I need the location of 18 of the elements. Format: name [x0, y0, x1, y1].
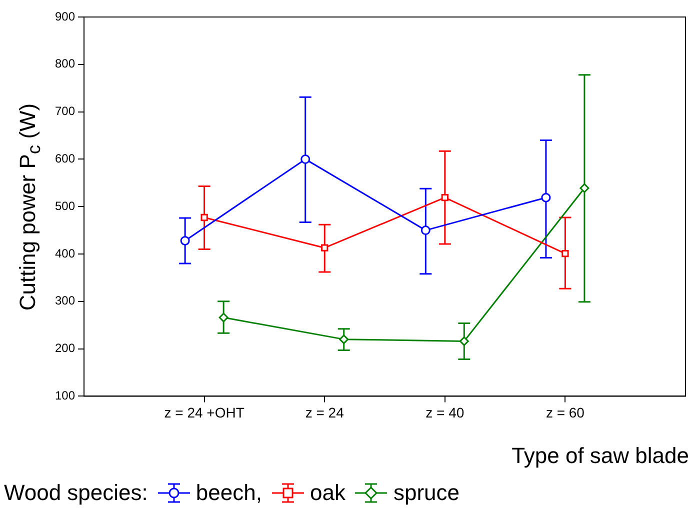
x-axis-title: Type of saw blade	[512, 443, 689, 469]
x-tick-label: z = 40	[426, 404, 464, 420]
y-tick-label: 700	[54, 104, 76, 118]
legend-label: beech,	[196, 480, 262, 506]
legend-label: oak	[310, 480, 346, 506]
y-tick-label: 600	[54, 152, 76, 166]
y-tick-label: 100	[54, 388, 76, 403]
x-tick-label: z = 60	[546, 404, 585, 420]
y-tick-label: 800	[54, 56, 76, 71]
y-tick-label: 500	[54, 198, 76, 213]
x-tick-label: z = 24 +OHT	[164, 404, 245, 420]
legend-title: Wood species:	[4, 480, 148, 506]
legend-label: spruce	[393, 480, 460, 506]
y-tick-label: 300	[54, 294, 76, 308]
y-tick-label: 400	[54, 246, 76, 260]
y-tick-label: 900	[54, 9, 76, 24]
y-tick-label: 200	[54, 341, 76, 356]
x-tick-label: z = 24	[305, 404, 344, 420]
